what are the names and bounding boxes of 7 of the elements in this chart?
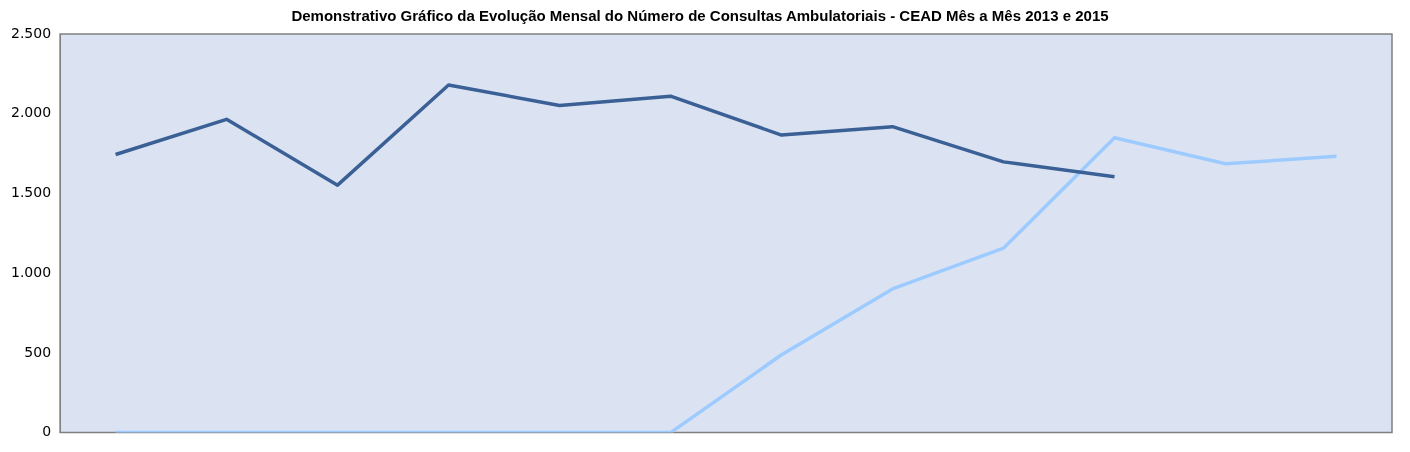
y-tick-label: 500 [24,343,52,360]
chart-title: Demonstrativo Gráfico da Evolução Mensal do Número de Consultas Ambulatoriais - CEAD Mês a Mês 2013 e 2015 [291,7,1109,25]
y-tick-label: 1.500 [10,184,52,201]
y-tick-label: 0 [42,423,52,440]
y-tick-label: 2.500 [10,24,52,41]
y-tick-label: 2.000 [10,104,52,121]
y-tick-label: 1.000 [10,263,52,280]
